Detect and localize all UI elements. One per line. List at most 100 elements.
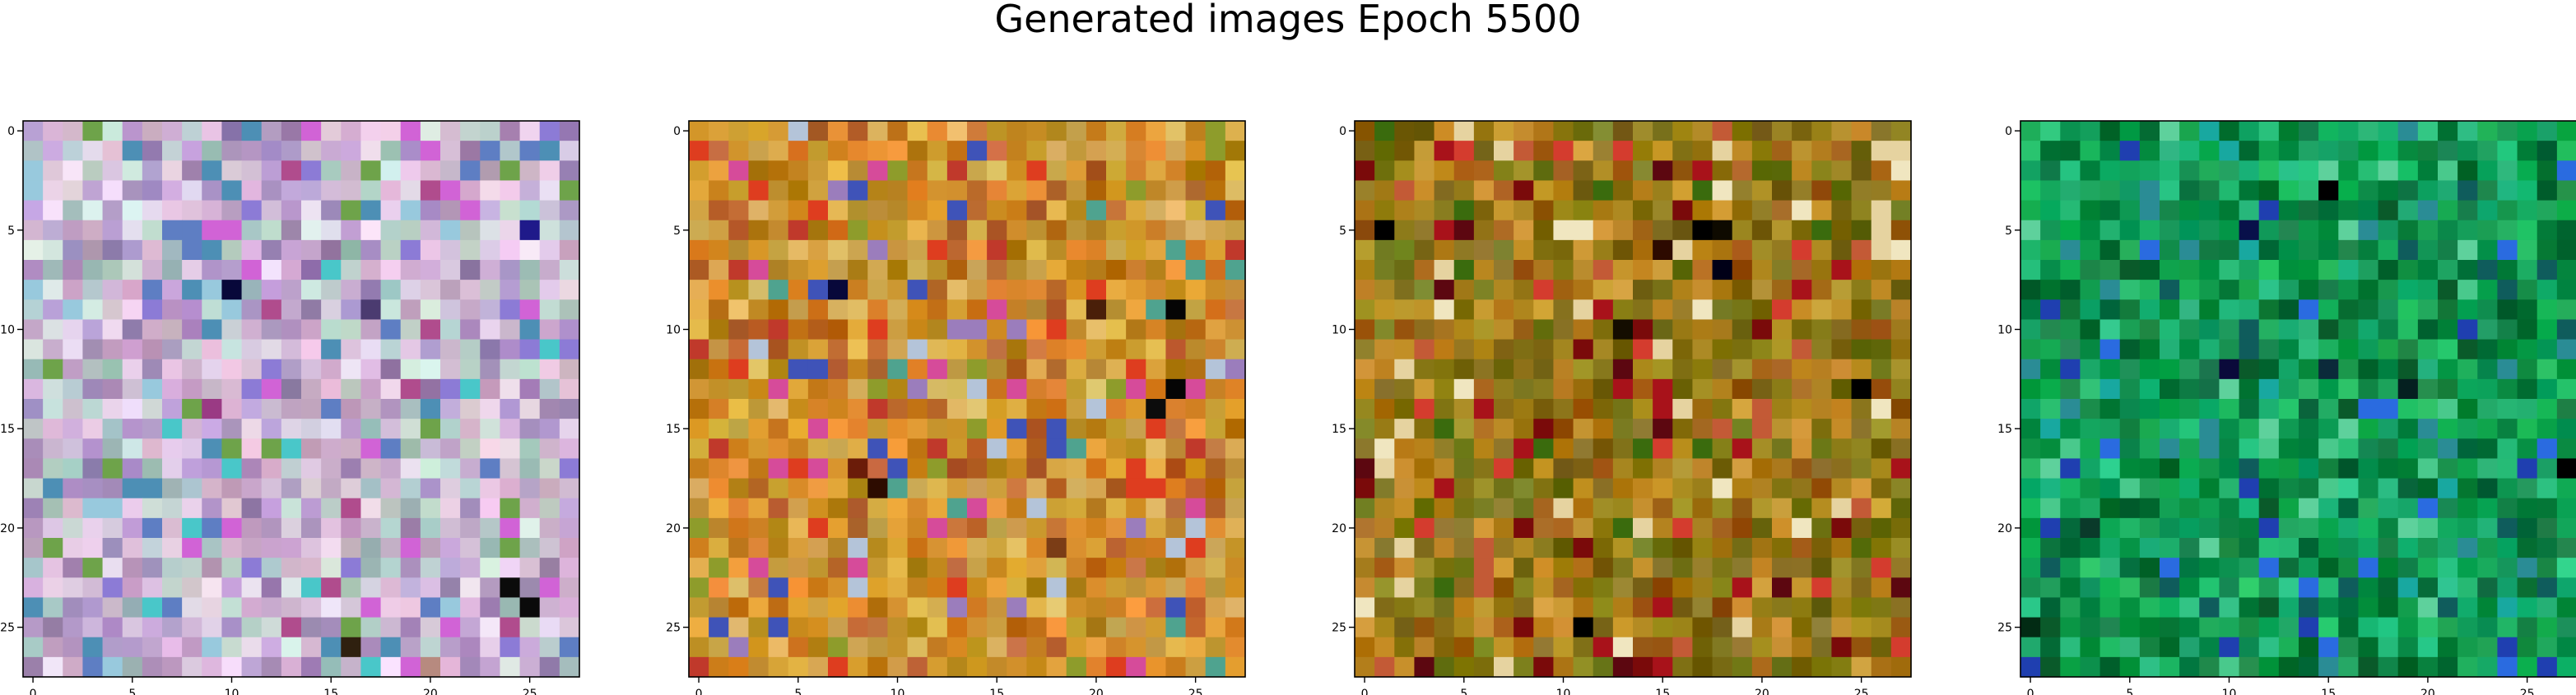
pixel	[221, 597, 243, 619]
pixel	[1453, 260, 1475, 280]
pixel	[2258, 637, 2280, 658]
pixel	[341, 378, 362, 400]
pixel	[261, 378, 282, 400]
pixel	[748, 577, 770, 599]
pixel	[828, 141, 849, 161]
pixel	[122, 180, 143, 202]
pixel	[241, 538, 263, 558]
pixel	[2020, 378, 2041, 400]
pixel	[1514, 577, 1534, 599]
pixel	[1046, 538, 1067, 558]
pixel	[2417, 656, 2439, 678]
pixel	[1066, 577, 1087, 599]
pixel	[1026, 637, 1048, 658]
pixel	[1890, 478, 1912, 499]
pixel	[1831, 399, 1853, 419]
pixel	[1633, 637, 1653, 658]
pixel	[102, 558, 123, 578]
pixel	[2318, 478, 2339, 499]
pixel	[1533, 558, 1555, 578]
pixel	[1355, 280, 1375, 300]
pixel	[748, 419, 770, 439]
pixel	[281, 438, 302, 460]
pixel	[301, 637, 322, 658]
pixel	[360, 617, 382, 638]
pixel	[927, 637, 948, 658]
pixel	[2080, 141, 2101, 161]
pixel	[2457, 517, 2478, 539]
pixel	[23, 319, 44, 341]
pixel	[867, 458, 889, 480]
pixel	[1494, 239, 1514, 261]
pixel	[2239, 378, 2260, 400]
pixel	[2239, 577, 2260, 599]
pixel	[1633, 617, 1653, 638]
pixel	[281, 558, 302, 578]
pixel	[380, 419, 402, 439]
pixel	[301, 517, 322, 539]
pixel	[2517, 498, 2538, 519]
pixel	[2160, 141, 2180, 161]
pixel	[162, 339, 183, 360]
pixel	[1712, 617, 1733, 638]
pixel	[2219, 180, 2240, 202]
pixel	[2258, 299, 2280, 321]
pixel	[360, 577, 382, 599]
pixel	[788, 517, 809, 539]
pixel	[360, 299, 382, 321]
pixel	[500, 399, 521, 419]
pixel	[1046, 656, 1067, 678]
pixel	[2139, 458, 2160, 480]
pixel	[380, 220, 402, 241]
pixel	[1374, 180, 1395, 202]
pixel	[887, 200, 909, 221]
pixel	[1126, 260, 1146, 280]
pixel	[202, 399, 223, 419]
pixel	[1633, 239, 1653, 261]
pixel	[241, 558, 263, 578]
pixel	[2438, 121, 2458, 141]
pixel	[182, 319, 202, 341]
pixel	[1890, 359, 1912, 380]
pixel	[807, 637, 829, 658]
pixel	[519, 538, 541, 558]
pixel	[1751, 517, 1773, 539]
pixel	[1394, 260, 1416, 280]
pixel	[43, 517, 63, 539]
pixel	[2299, 141, 2319, 161]
pixel	[807, 558, 829, 578]
pixel	[500, 637, 521, 658]
pixel	[1811, 458, 1833, 480]
pixel	[281, 538, 302, 558]
pixel	[539, 280, 560, 300]
pixel	[1890, 538, 1912, 558]
pixel	[887, 538, 909, 558]
pixel	[1653, 260, 1673, 280]
pixel	[2299, 617, 2319, 638]
pixel	[1355, 577, 1375, 599]
pixel	[1046, 180, 1067, 202]
pixel	[2358, 339, 2379, 360]
pixel	[2080, 597, 2101, 619]
pixel	[281, 597, 302, 619]
pixel	[1414, 359, 1435, 380]
pixel	[2536, 200, 2558, 221]
pixel	[867, 280, 889, 300]
pixel	[539, 558, 560, 578]
pixel	[122, 438, 143, 460]
pixel	[2219, 160, 2240, 182]
pixel	[2219, 260, 2240, 280]
pixel	[23, 260, 44, 280]
pixel	[1692, 538, 1713, 558]
pixel	[460, 299, 481, 321]
pixel	[2179, 280, 2200, 300]
pixel	[202, 617, 223, 638]
pixel	[1126, 637, 1146, 658]
pixel	[768, 577, 789, 599]
pixel	[2536, 458, 2558, 480]
pixel	[142, 617, 163, 638]
pixel	[2040, 280, 2061, 300]
pixel	[82, 319, 104, 341]
pixel	[887, 438, 909, 460]
pixel	[519, 656, 541, 678]
